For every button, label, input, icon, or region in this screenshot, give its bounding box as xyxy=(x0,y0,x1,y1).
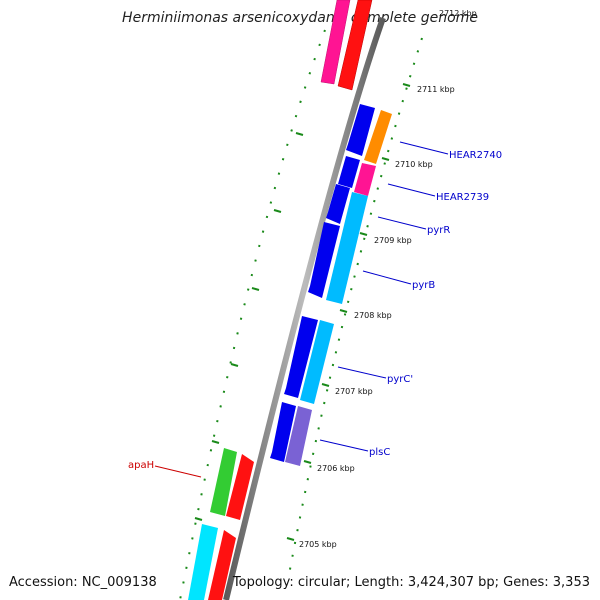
leader-pyrr xyxy=(377,216,427,230)
kbp-tick-2711 xyxy=(402,83,411,87)
gene-blue-pyrr[interactable] xyxy=(326,184,350,224)
kbp-tick-2707 xyxy=(321,383,330,387)
tick-ring xyxy=(287,37,423,581)
inner-tick xyxy=(295,132,304,136)
inner-tick xyxy=(273,209,282,213)
gene-label-plsc[interactable]: plsC xyxy=(369,447,390,458)
kbp-tick-2706 xyxy=(303,460,312,464)
inner-tick xyxy=(230,363,239,367)
leader-apah xyxy=(154,465,202,478)
gene-blue-hear2740-strand[interactable] xyxy=(346,104,375,156)
leader-pyrb xyxy=(362,270,412,285)
gene-blue-plsc-strand[interactable] xyxy=(270,402,296,462)
kbp-label-2709: 2709 kbp xyxy=(374,236,412,245)
inner-tick xyxy=(211,440,220,444)
gene-label-pyrb[interactable]: pyrB xyxy=(412,280,435,291)
gene-cyan-pyrb[interactable] xyxy=(326,192,368,304)
gene-label-apah[interactable]: apaH xyxy=(128,460,154,471)
gene-label-pyrr[interactable]: pyrR xyxy=(427,225,450,236)
kbp-tick-2705 xyxy=(286,537,295,541)
kbp-label-2706: 2706 kbp xyxy=(317,464,355,473)
inner-tick xyxy=(194,517,203,521)
gene-cyan-pyrc[interactable] xyxy=(300,320,334,404)
gene-blue-hear2739-strand[interactable] xyxy=(338,156,360,188)
kbp-label-2711: 2711 kbp xyxy=(417,85,455,94)
accession-text: Accession: NC_009138 xyxy=(9,575,157,590)
gene-label-hear2739[interactable]: HEAR2739 xyxy=(436,192,489,203)
gene-cyan-bottom[interactable] xyxy=(188,524,218,600)
leader-plsc xyxy=(319,439,369,452)
leader-hear2740 xyxy=(399,141,449,155)
gene-magenta-hear2739[interactable] xyxy=(354,163,376,196)
gene-blue-pyrb-strand[interactable] xyxy=(308,222,340,298)
gene-red-top[interactable] xyxy=(337,0,373,91)
kbp-label-2708: 2708 kbp xyxy=(354,311,392,320)
kbp-label-2712: 2712 kbp xyxy=(439,9,477,18)
kbp-tick-2709 xyxy=(359,232,368,236)
gene-magenta-top[interactable] xyxy=(320,0,351,85)
gene-orange-hear2740[interactable] xyxy=(364,110,392,164)
topology-text: Topology: circular; Length: 3,424,307 bp… xyxy=(232,575,590,590)
map-title: Herminiimonas arsenicoxydans, complete g… xyxy=(122,10,478,26)
kbp-label-2710: 2710 kbp xyxy=(395,160,433,169)
gene-red-bottom[interactable] xyxy=(208,530,236,600)
kbp-tick-2710 xyxy=(381,157,390,161)
inner-tick xyxy=(251,287,260,291)
gene-green-apah[interactable] xyxy=(210,448,237,516)
kbp-label-2707: 2707 kbp xyxy=(335,387,373,396)
gene-label-pyrc[interactable]: pyrC' xyxy=(387,374,413,385)
gene-lavender-plsc[interactable] xyxy=(285,406,312,466)
kbp-label-2705: 2705 kbp xyxy=(299,540,337,549)
leader-hear2739 xyxy=(387,183,436,197)
gene-label-hear2740[interactable]: HEAR2740 xyxy=(449,150,502,161)
gene-red-apah[interactable] xyxy=(226,454,254,520)
kbp-tick-2708 xyxy=(339,309,348,313)
inner-tick-ring xyxy=(179,29,326,600)
gene-blue-pyrc[interactable] xyxy=(284,316,318,398)
genome-backbone xyxy=(223,17,386,600)
leader-pyrc xyxy=(337,366,387,379)
